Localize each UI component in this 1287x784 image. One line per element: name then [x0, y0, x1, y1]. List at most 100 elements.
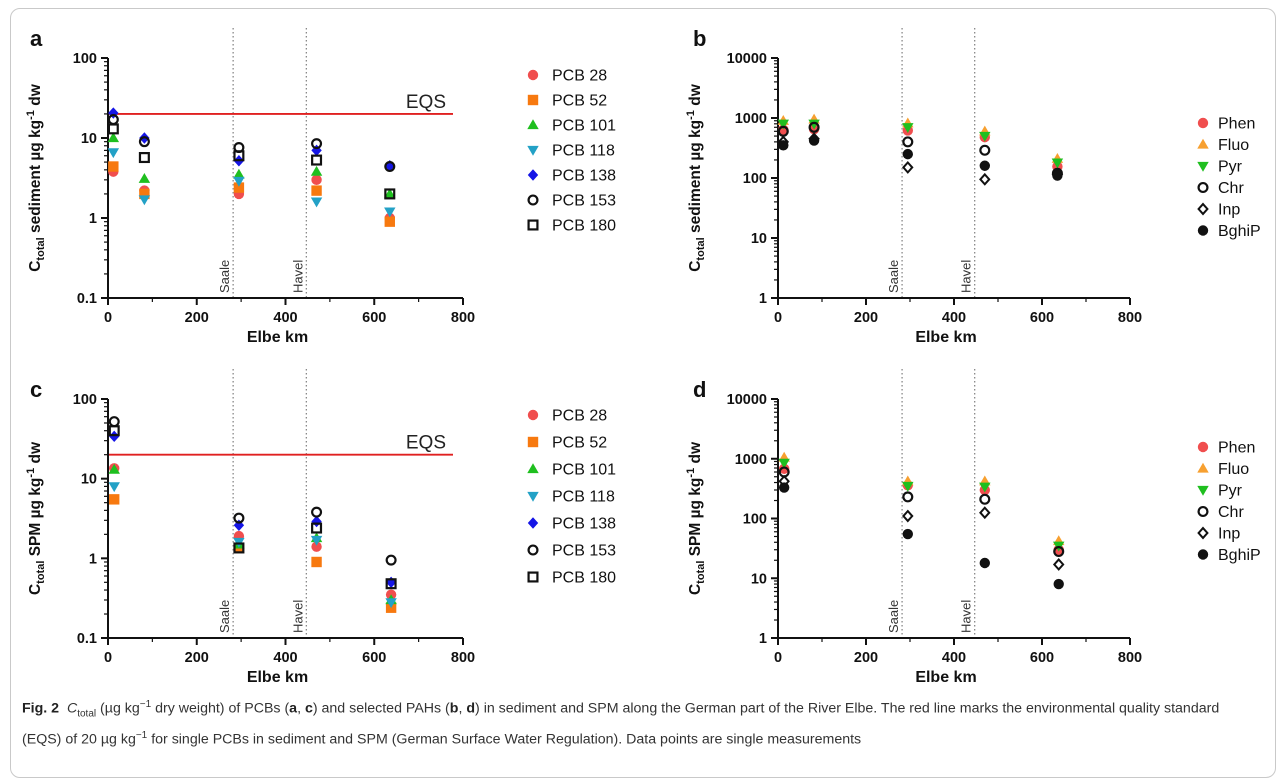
point-pcb-52 — [108, 161, 119, 172]
x-tick-label: 0 — [774, 310, 782, 326]
legend-marker — [1197, 161, 1209, 172]
x-axis-label: Elbe km — [915, 669, 976, 686]
legend-marker — [527, 145, 539, 156]
point-pcb-118 — [108, 482, 120, 493]
legend-marker — [1197, 549, 1209, 560]
legend-label: Pyr — [1218, 483, 1243, 500]
x-tick-label: 0 — [774, 650, 782, 666]
legend-marker — [527, 409, 539, 421]
point-pcb-153 — [108, 416, 120, 428]
vline-label: Havel — [959, 260, 974, 293]
point-pcb-52 — [384, 216, 395, 227]
point-pyr — [808, 119, 820, 130]
point-pcb-52 — [311, 185, 322, 196]
point-pcb-180 — [311, 154, 323, 166]
y-tick-label: 10000 — [727, 51, 767, 67]
point-pcb-153 — [138, 136, 150, 148]
x-tick-label: 600 — [1030, 310, 1054, 326]
panel-c: c Saale Havel EQS 0.1 1 10 100 0 200 400 600 800 Elbe… — [25, 369, 616, 686]
caption-sep-1: , — [297, 700, 305, 717]
y-tick-label: 10000 — [727, 392, 767, 408]
point-pcb-101 — [107, 132, 120, 143]
panel-d: d Saale Havel 1 10 100 1000 10000 0 200 400 600 800 E… — [685, 369, 1261, 686]
legend-label: PCB 118 — [552, 489, 615, 506]
data-points — [777, 113, 1064, 186]
vline-label: Havel — [290, 600, 305, 633]
vline-label: Saale — [217, 600, 232, 633]
point-bghip — [979, 557, 990, 569]
legend-label: PCB 180 — [552, 218, 616, 235]
data-points — [108, 416, 397, 613]
legend-label: PCB 52 — [552, 435, 607, 452]
legend-marker — [527, 194, 539, 206]
point-bghip — [902, 148, 913, 160]
legend-label: Chr — [1218, 180, 1244, 197]
caption-text-2: dry weight) of PCBs ( — [151, 700, 290, 717]
figure-caption: Fig. 2 Ctotal (µg kg−1 dry weight) of PC… — [22, 694, 1262, 750]
y-tick-label: 10 — [81, 472, 97, 488]
legend-label: PCB 101 — [552, 462, 616, 479]
caption-c-subscript: total — [77, 708, 97, 720]
y-axis-label: Ctotal SPM µg kg-1 dw — [685, 441, 707, 595]
point-pyr — [1051, 158, 1064, 169]
y-tick-label: 1 — [89, 211, 97, 227]
point-chr — [902, 136, 914, 148]
point-pcb-28 — [311, 541, 322, 552]
x-tick-label: 800 — [1118, 650, 1142, 666]
point-pcb-52 — [311, 556, 322, 568]
panel-letter: d — [693, 377, 706, 402]
legend: PCB 28 PCB 52 PCB 101 PCB 118 PCB 138 PCB 153… — [527, 408, 616, 587]
point-pcb-138 — [311, 515, 322, 528]
x-tick-label: 400 — [273, 310, 297, 326]
y-axis-label: Ctotal sediment µg kg-1 dw — [25, 83, 47, 271]
point-pcb-118 — [233, 176, 245, 187]
panel-letter: c — [30, 377, 42, 402]
caption-c-symbol: C — [66, 700, 78, 717]
point-pcb-118 — [310, 535, 323, 546]
legend-label: PCB 28 — [552, 408, 607, 425]
point-chr — [902, 491, 914, 503]
legend-label: Phen — [1218, 440, 1255, 457]
y-tick-label: 100 — [73, 51, 97, 67]
legend-label: PCB 52 — [552, 93, 607, 110]
legend-label: PCB 153 — [552, 193, 616, 210]
point-pyr — [777, 119, 789, 130]
data-points — [778, 451, 1065, 590]
point-pcb-118 — [138, 195, 151, 206]
point-bghip — [979, 160, 990, 171]
legend-marker — [1197, 181, 1209, 194]
legend-label: Inp — [1218, 202, 1240, 219]
x-tick-label: 0 — [104, 650, 112, 666]
panel-letter: a — [30, 26, 43, 51]
x-tick-label: 800 — [451, 310, 475, 326]
point-bghip — [778, 140, 789, 151]
legend-marker — [527, 544, 539, 556]
point-pcb-101 — [310, 165, 323, 176]
x-tick-label: 400 — [942, 310, 966, 326]
legend-marker — [527, 436, 539, 448]
y-tick-label: 100 — [743, 512, 767, 528]
point-pcb-180 — [384, 188, 396, 200]
legend-marker — [527, 94, 539, 106]
y-tick-label: 100 — [73, 392, 97, 408]
vline-label: Saale — [886, 600, 901, 633]
point-pcb-118 — [310, 197, 323, 208]
panel-letter: b — [693, 26, 706, 51]
vline-label: Saale — [217, 260, 232, 293]
point-pcb-118 — [107, 148, 120, 159]
caption-sep-2: , — [458, 700, 467, 717]
x-tick-label: 400 — [942, 650, 966, 666]
caption-text-4: ) in sediment and SPM along the German p… — [22, 700, 1220, 748]
point-inp — [902, 160, 914, 174]
caption-text-1: (µg kg — [96, 700, 140, 717]
point-pyr — [778, 458, 790, 469]
legend-label: PCB 28 — [552, 68, 607, 85]
legend-label: PCB 153 — [552, 543, 616, 560]
x-tick-label: 400 — [273, 650, 297, 666]
x-tick-label: 600 — [362, 650, 386, 666]
legend-label: Inp — [1218, 526, 1240, 543]
legend-label: BghiP — [1218, 223, 1261, 240]
legend-marker — [1197, 462, 1209, 473]
point-inp — [902, 509, 914, 523]
